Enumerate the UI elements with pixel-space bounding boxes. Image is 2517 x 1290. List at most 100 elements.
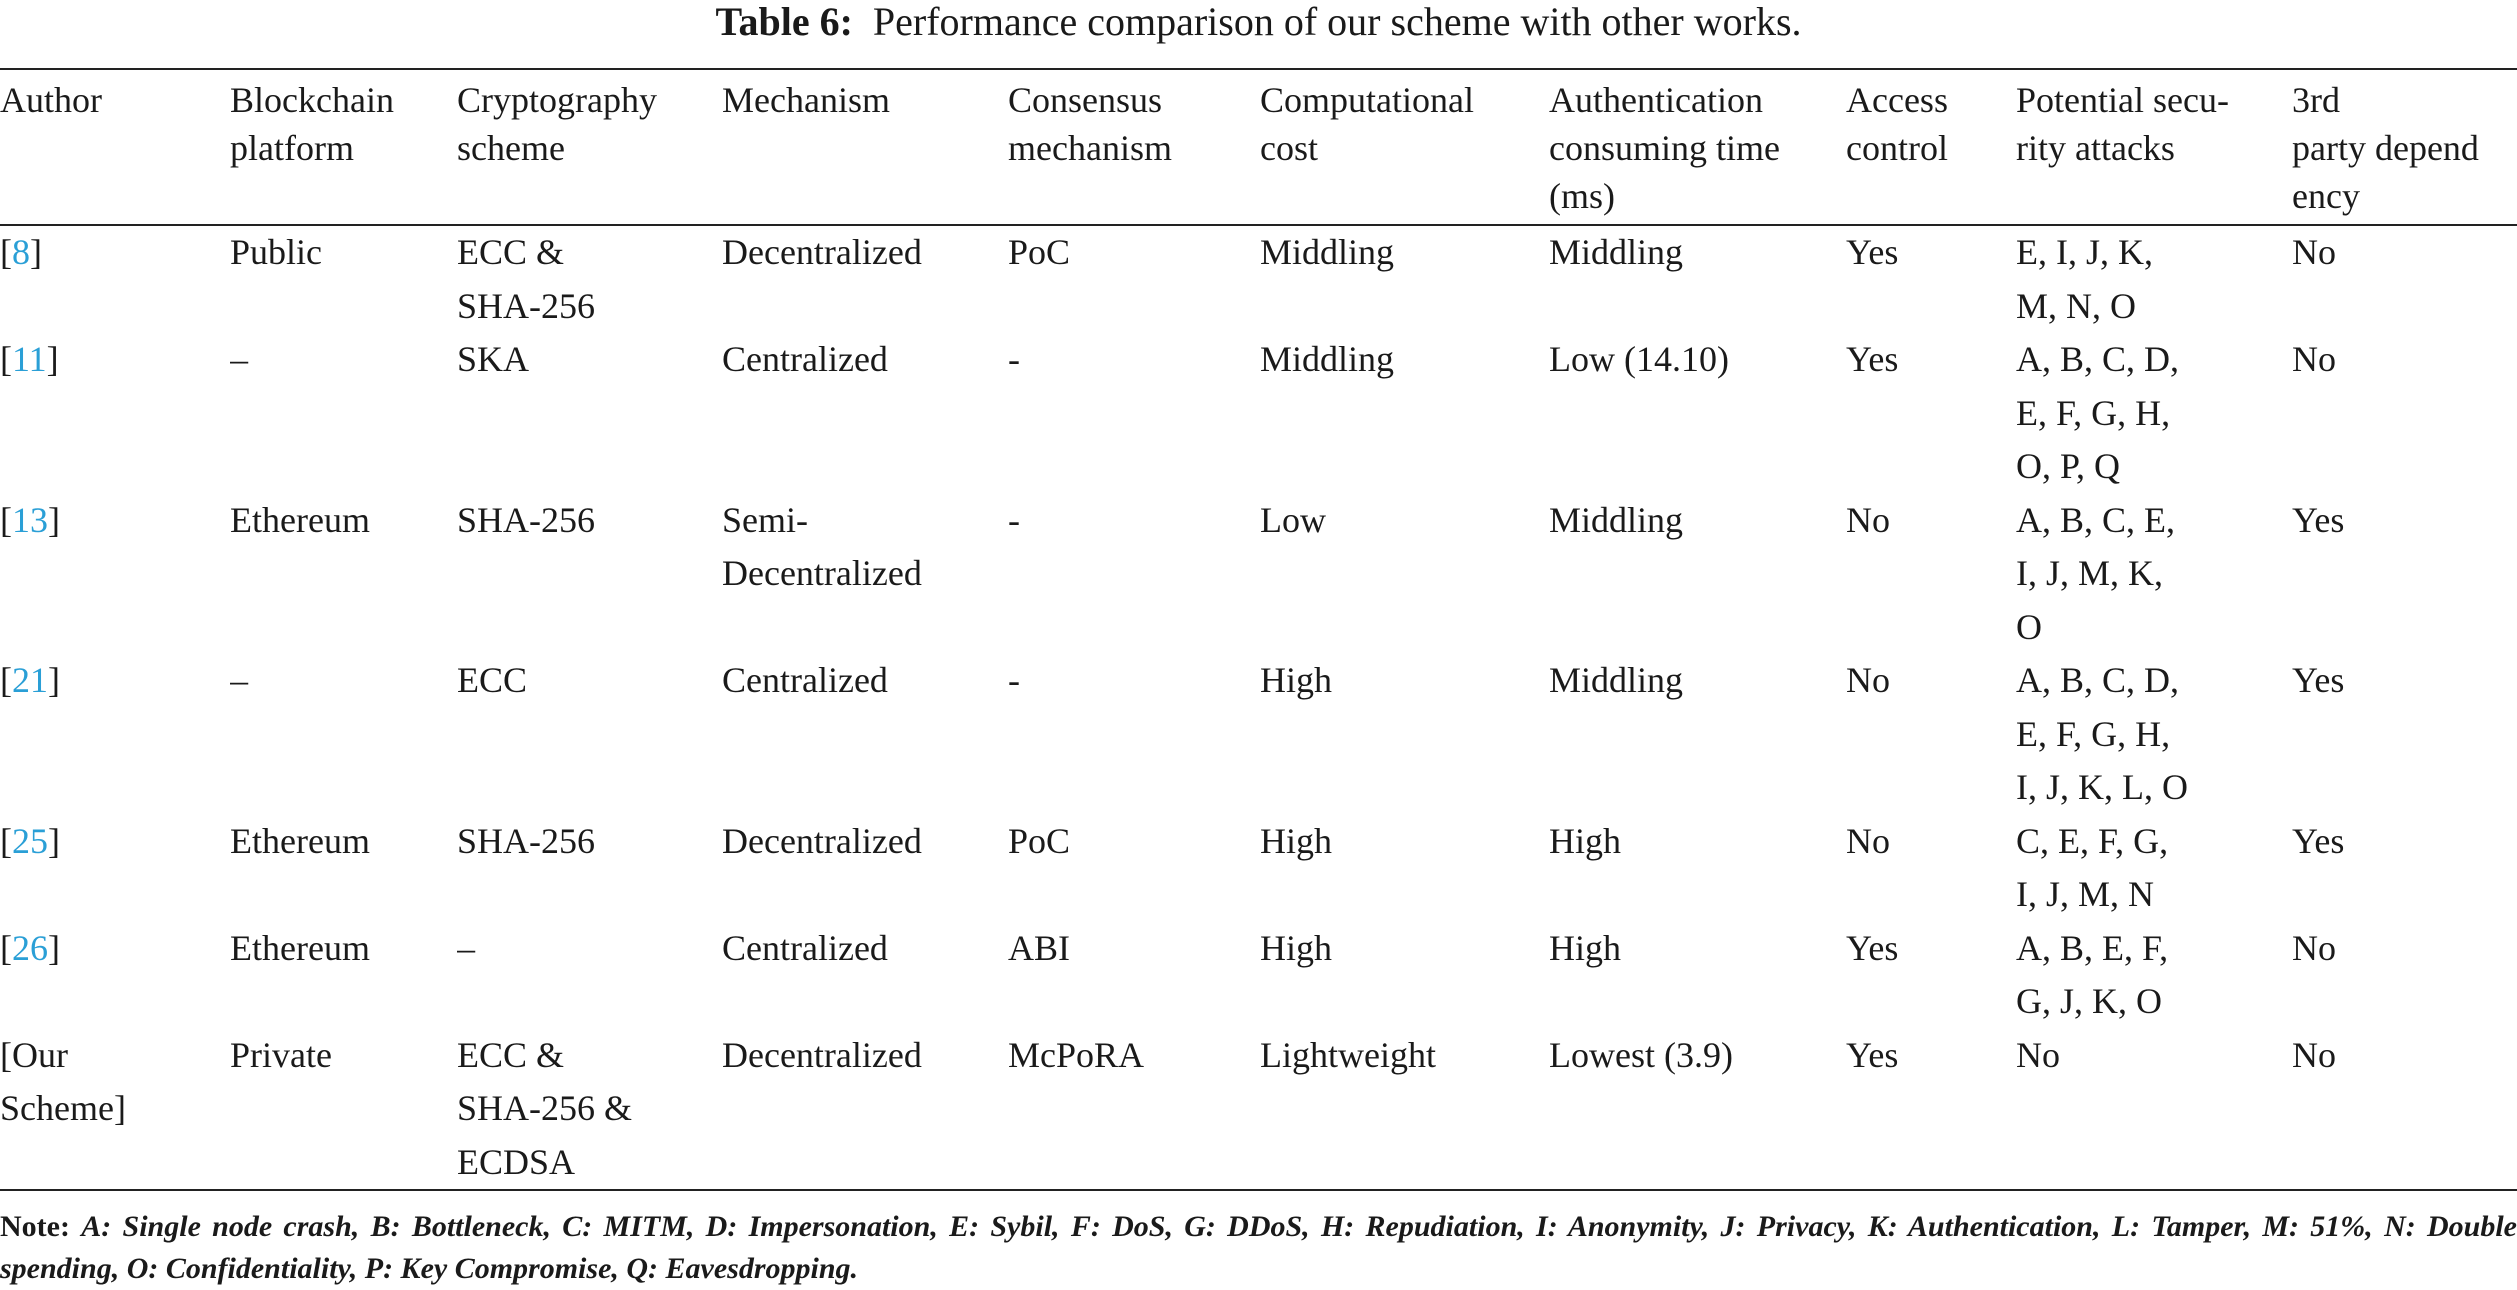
table: Author Blockchain platform Cryptography sc… bbox=[0, 68, 2517, 1191]
table-cell: High bbox=[1260, 820, 1332, 861]
table-cell: Yes bbox=[2292, 499, 2345, 540]
table-row: [13] Ethereum SHA-256 Semi- Decentralized - L… bbox=[0, 494, 2517, 655]
table-cell: C, E, F, G, I, J, M, N bbox=[2016, 820, 2169, 915]
table-cell: PoC bbox=[1008, 820, 1071, 861]
table-note: Note: A: Single node crash, B: Bottlenec… bbox=[0, 1206, 2517, 1290]
reference-link[interactable]: 13 bbox=[12, 499, 48, 540]
author-cell: [21] bbox=[0, 654, 230, 815]
table-cell: - bbox=[1008, 499, 1020, 540]
table-cell: No bbox=[1846, 820, 1890, 861]
table-cell: - bbox=[1008, 660, 1020, 700]
header-cell: Mechanism bbox=[722, 80, 890, 120]
header-cell: Consensus mechanism bbox=[1008, 80, 1172, 168]
table-cell: Middling bbox=[1260, 232, 1395, 272]
header-cell: Blockchain platform bbox=[230, 80, 394, 168]
author-cell: [26] bbox=[0, 922, 230, 1029]
table-cell: Middling bbox=[1549, 499, 1684, 540]
caption-label: Table 6: bbox=[715, 0, 853, 44]
table-row: [25] Ethereum SHA-256 Decentralized PoC High H… bbox=[0, 815, 2517, 922]
table-cell: Lowest (3.9) bbox=[1549, 1034, 1733, 1075]
table-row: [11] – SKA Centralized - Middling Low (14.10) Y… bbox=[0, 333, 2517, 494]
table-cell: Yes bbox=[1846, 339, 1899, 379]
author-text: [ bbox=[0, 339, 12, 379]
reference-link[interactable]: 26 bbox=[12, 927, 48, 968]
table-cell: – bbox=[230, 339, 248, 379]
table-cell: E, I, J, K, M, N, O bbox=[2016, 232, 2153, 326]
table-cell: High bbox=[1549, 927, 1621, 968]
header-cell: Author bbox=[0, 80, 102, 120]
table-body: [8] Public ECC & SHA-256 Decentralized PoC Mi… bbox=[0, 225, 2517, 1190]
table-wrap: Author Blockchain platform Cryptography sc… bbox=[0, 68, 2517, 1191]
table-cell: – bbox=[457, 927, 475, 968]
header-row: Author Blockchain platform Cryptography sc… bbox=[0, 69, 2517, 225]
table-cell: Ethereum bbox=[230, 927, 370, 968]
header-cell: Authentication consuming time (ms) bbox=[1549, 80, 1780, 216]
table-cell: A, B, C, D, E, F, G, H, O, P, Q bbox=[2016, 339, 2180, 486]
table-cell: Yes bbox=[2292, 820, 2345, 861]
table-cell: SKA bbox=[457, 339, 530, 379]
table-cell: ECC & SHA-256 & ECDSA bbox=[457, 1034, 633, 1182]
author-text: [ bbox=[0, 499, 12, 540]
table-cell: Ethereum bbox=[230, 499, 370, 540]
header-cell: Cryptography scheme bbox=[457, 80, 657, 168]
reference-link[interactable]: 8 bbox=[12, 232, 30, 272]
table-cell: ECC bbox=[457, 660, 528, 700]
table-cell: Low (14.10) bbox=[1549, 339, 1729, 379]
table-cell: Middling bbox=[1549, 660, 1684, 700]
header-cell: Access control bbox=[1846, 80, 1948, 168]
table-cell: No bbox=[2292, 232, 2336, 272]
table-cell: Centralized bbox=[722, 339, 888, 379]
table-cell: Lightweight bbox=[1260, 1034, 1436, 1075]
author-cell: [13] bbox=[0, 494, 230, 655]
table-cell: A, B, C, D, E, F, G, H, I, J, K, L, O bbox=[2016, 660, 2188, 807]
table-cell: A, B, C, E, I, J, M, K, O bbox=[2016, 499, 2176, 647]
table-cell: A, B, E, F, G, J, K, O bbox=[2016, 927, 2169, 1022]
table-row: [21] – ECC Centralized - High Middling No A, B, … bbox=[0, 654, 2517, 815]
table-cell: Yes bbox=[1846, 232, 1899, 272]
header-cell: 3rd party depend ency bbox=[2292, 80, 2479, 216]
table-cell: Semi- Decentralized bbox=[722, 499, 922, 594]
table-cell: High bbox=[1260, 660, 1332, 700]
author-cell: [Our Scheme] bbox=[0, 1029, 230, 1191]
table-cell: Decentralized bbox=[722, 1034, 922, 1075]
author-text: [ bbox=[0, 820, 12, 861]
table-cell: No bbox=[2292, 339, 2336, 379]
table-cell: SHA-256 bbox=[457, 499, 596, 540]
header-cell: Potential secu- rity attacks bbox=[2016, 80, 2229, 168]
author-text: [ bbox=[0, 232, 12, 272]
table-cell: No bbox=[1846, 499, 1890, 540]
reference-link[interactable]: 11 bbox=[12, 339, 47, 379]
table-cell: Middling bbox=[1549, 232, 1684, 272]
author-text: ] bbox=[48, 499, 60, 540]
table-caption: Table 6: Performance comparison of our s… bbox=[0, 0, 2517, 44]
note-label: Note: bbox=[0, 1210, 70, 1243]
table-cell: Middling bbox=[1260, 339, 1395, 379]
table-cell: No bbox=[2292, 1034, 2336, 1075]
table-cell: High bbox=[1260, 927, 1332, 968]
note-text: A: Single node crash, B: Bottleneck, C: … bbox=[0, 1210, 2517, 1285]
table-cell: Low bbox=[1260, 499, 1326, 540]
table-cell: PoC bbox=[1008, 232, 1071, 272]
author-text: ] bbox=[46, 339, 59, 379]
table-row: [8] Public ECC & SHA-256 Decentralized PoC Mi… bbox=[0, 225, 2517, 333]
table-cell: No bbox=[2292, 927, 2336, 968]
table-cell: - bbox=[1008, 339, 1020, 379]
table-cell: No bbox=[2016, 1034, 2060, 1075]
author-text: ] bbox=[48, 820, 60, 861]
author-cell: [11] bbox=[0, 333, 230, 494]
header-cell: Computational cost bbox=[1260, 80, 1474, 168]
table-cell: Public bbox=[230, 232, 323, 272]
caption-text: Performance comparison of our scheme wit… bbox=[872, 0, 1802, 44]
author-cell: [25] bbox=[0, 815, 230, 922]
table-cell: Yes bbox=[2292, 660, 2345, 700]
table-cell: Ethereum bbox=[230, 820, 370, 861]
author-text: [ bbox=[0, 660, 12, 700]
table-cell: Yes bbox=[1846, 927, 1899, 968]
table-cell: – bbox=[230, 660, 248, 700]
reference-link[interactable]: 21 bbox=[12, 660, 48, 700]
table-cell: Decentralized bbox=[722, 232, 922, 272]
reference-link[interactable]: 25 bbox=[12, 820, 48, 861]
table-cell: ECC & SHA-256 bbox=[457, 232, 596, 326]
table-cell: No bbox=[1846, 660, 1890, 700]
